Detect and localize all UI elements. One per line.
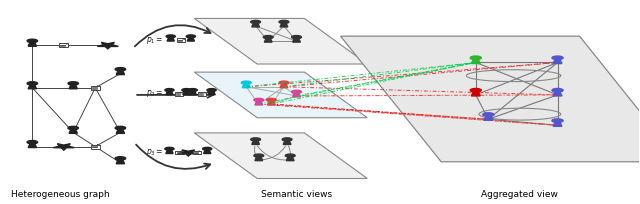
Polygon shape xyxy=(280,85,288,88)
Polygon shape xyxy=(97,42,118,49)
FancyBboxPatch shape xyxy=(177,39,185,42)
Circle shape xyxy=(285,154,295,157)
Polygon shape xyxy=(252,141,260,144)
Circle shape xyxy=(115,126,125,130)
Circle shape xyxy=(68,82,79,85)
FancyBboxPatch shape xyxy=(175,151,184,154)
Polygon shape xyxy=(204,151,211,153)
Circle shape xyxy=(251,138,260,141)
FancyBboxPatch shape xyxy=(90,145,100,149)
Polygon shape xyxy=(286,158,294,161)
FancyBboxPatch shape xyxy=(198,92,206,96)
Polygon shape xyxy=(167,38,174,41)
Circle shape xyxy=(266,98,276,102)
Circle shape xyxy=(186,35,195,38)
Circle shape xyxy=(188,89,197,92)
Polygon shape xyxy=(183,92,190,95)
Polygon shape xyxy=(280,24,288,27)
Circle shape xyxy=(254,98,264,102)
Circle shape xyxy=(483,113,494,116)
Polygon shape xyxy=(255,158,262,161)
Circle shape xyxy=(27,39,38,43)
Polygon shape xyxy=(189,92,196,95)
Polygon shape xyxy=(252,24,260,27)
Polygon shape xyxy=(208,92,215,95)
Polygon shape xyxy=(28,85,36,89)
Circle shape xyxy=(254,154,264,157)
Circle shape xyxy=(165,147,174,150)
FancyBboxPatch shape xyxy=(193,151,201,154)
Circle shape xyxy=(241,81,251,84)
Circle shape xyxy=(27,141,38,144)
Circle shape xyxy=(552,119,563,122)
Polygon shape xyxy=(188,38,195,41)
Polygon shape xyxy=(292,94,300,97)
Text: $p_1 =$: $p_1 =$ xyxy=(145,35,163,46)
Circle shape xyxy=(282,138,292,141)
Circle shape xyxy=(203,147,212,150)
Polygon shape xyxy=(195,72,367,118)
Circle shape xyxy=(166,35,175,38)
Polygon shape xyxy=(166,92,173,95)
Polygon shape xyxy=(264,39,272,42)
Polygon shape xyxy=(28,144,36,147)
Circle shape xyxy=(207,89,216,92)
Polygon shape xyxy=(255,102,262,105)
Circle shape xyxy=(115,68,125,71)
Polygon shape xyxy=(484,117,493,120)
Circle shape xyxy=(292,35,301,39)
Polygon shape xyxy=(553,60,562,63)
Polygon shape xyxy=(243,85,250,88)
Circle shape xyxy=(470,56,481,60)
Polygon shape xyxy=(472,60,480,63)
Circle shape xyxy=(182,89,191,92)
Polygon shape xyxy=(195,18,367,64)
Polygon shape xyxy=(116,161,125,164)
Text: Semantic views: Semantic views xyxy=(261,190,332,199)
Polygon shape xyxy=(268,102,275,105)
Polygon shape xyxy=(553,92,562,96)
Circle shape xyxy=(251,20,260,23)
Polygon shape xyxy=(472,92,480,96)
Circle shape xyxy=(552,89,563,92)
Text: Aggregated view: Aggregated view xyxy=(481,190,558,199)
FancyBboxPatch shape xyxy=(59,43,68,47)
Circle shape xyxy=(292,90,301,93)
FancyBboxPatch shape xyxy=(90,86,100,90)
Polygon shape xyxy=(53,144,74,150)
Polygon shape xyxy=(28,43,36,46)
Polygon shape xyxy=(553,123,562,126)
Circle shape xyxy=(27,82,38,85)
Polygon shape xyxy=(69,130,77,133)
Polygon shape xyxy=(166,151,173,153)
Polygon shape xyxy=(116,130,125,133)
Circle shape xyxy=(165,89,174,92)
Polygon shape xyxy=(116,71,125,75)
Polygon shape xyxy=(292,39,300,42)
Polygon shape xyxy=(283,141,291,144)
Circle shape xyxy=(470,89,481,92)
Circle shape xyxy=(279,20,289,23)
Circle shape xyxy=(552,56,563,60)
Circle shape xyxy=(279,81,289,84)
Polygon shape xyxy=(340,36,640,162)
FancyBboxPatch shape xyxy=(175,92,183,96)
Polygon shape xyxy=(69,85,77,89)
Circle shape xyxy=(263,35,273,39)
Text: $p_2 =$: $p_2 =$ xyxy=(145,88,163,99)
Text: $p_3 =$: $p_3 =$ xyxy=(145,147,163,158)
Circle shape xyxy=(68,126,79,130)
Circle shape xyxy=(115,157,125,160)
Polygon shape xyxy=(195,133,367,178)
Text: Heterogeneous graph: Heterogeneous graph xyxy=(12,190,110,199)
Polygon shape xyxy=(179,150,198,156)
